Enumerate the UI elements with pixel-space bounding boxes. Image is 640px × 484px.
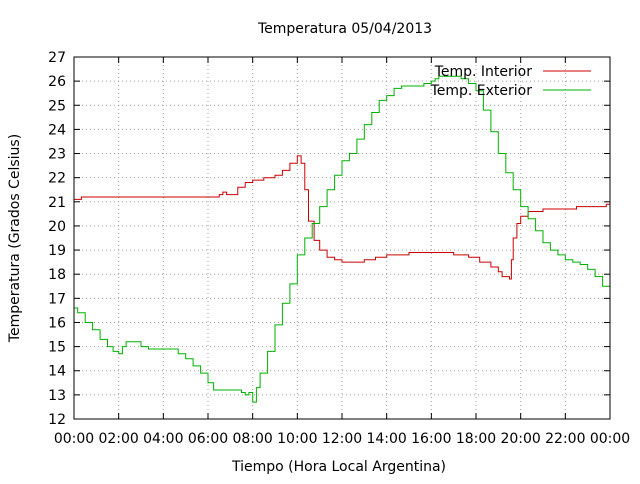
y-tick-label: 15	[48, 340, 66, 356]
x-tick-label: 14:00	[366, 431, 406, 447]
legend-label: Temp. Exterior	[430, 83, 533, 99]
x-tick-label: 06:00	[188, 431, 228, 447]
x-tick-label: 16:00	[411, 431, 451, 447]
y-tick-label: 12	[48, 412, 66, 428]
y-tick-label: 20	[48, 219, 66, 235]
y-tick-label: 14	[48, 364, 66, 380]
x-tick-label: 04:00	[143, 431, 183, 447]
legend-label: Temp. Interior	[434, 64, 533, 80]
y-tick-label: 27	[48, 50, 66, 66]
y-tick-label: 16	[48, 315, 66, 331]
y-tick-label: 26	[48, 74, 66, 90]
x-tick-label: 18:00	[456, 431, 496, 447]
y-tick-label: 23	[48, 147, 66, 163]
x-tick-label: 00:00	[54, 431, 94, 447]
x-tick-label: 10:00	[277, 431, 317, 447]
x-tick-label: 00:00	[590, 431, 630, 447]
y-tick-label: 22	[48, 171, 66, 187]
series-line-temp-exterior	[74, 75, 611, 403]
y-tick-label: 13	[48, 388, 66, 404]
y-tick-label: 25	[48, 98, 66, 114]
legend: Temp. Interior Temp. Exterior	[430, 64, 591, 99]
x-axis-label: Tiempo (Hora Local Argentina)	[231, 459, 446, 475]
x-tick-label: 12:00	[322, 431, 362, 447]
plot-border	[73, 56, 611, 420]
y-tick-label: 19	[48, 243, 66, 259]
chart-title: Temperatura 05/04/2013	[257, 21, 432, 37]
y-axis-label: Temperatura (Grados Celsius)	[7, 134, 23, 343]
y-tick-label: 21	[48, 195, 66, 211]
y-tick-label: 24	[48, 122, 66, 138]
x-tick-label: 22:00	[545, 431, 585, 447]
y-tick-label: 17	[48, 291, 66, 307]
series-line-temp-interior	[74, 155, 610, 280]
x-tick-label: 02:00	[98, 431, 138, 447]
x-tick-label: 20:00	[500, 431, 540, 447]
x-tick-label: 08:00	[232, 431, 272, 447]
y-tick-label: 18	[48, 267, 66, 283]
grid-lines	[73, 56, 611, 420]
